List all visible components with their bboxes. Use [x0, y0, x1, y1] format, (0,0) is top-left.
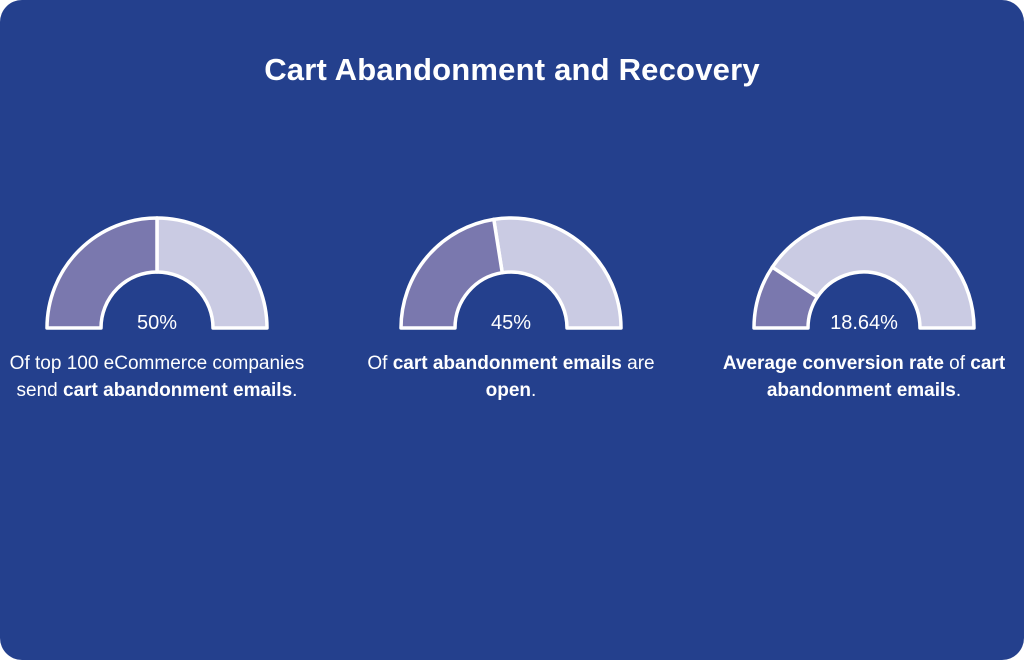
gauge-remaining-segment — [492, 216, 623, 330]
gauge-value-label-3: 18.64% — [830, 312, 898, 334]
caption-text: . — [292, 380, 298, 401]
caption-text: open — [485, 380, 532, 401]
gauge-remaining-segment — [155, 216, 269, 330]
gauge-caption-1: Of top 100 eCommerce companies send cart… — [7, 350, 307, 404]
gauge-chart-1 — [37, 210, 277, 340]
gauge-value-label-1: 50% — [136, 312, 178, 334]
gauge-remaining-segment — [770, 216, 976, 330]
gauge-filled-segment — [399, 217, 504, 330]
gauge-value-label-2: 45% — [490, 312, 532, 334]
gauge-svg-3 — [752, 216, 976, 330]
gauge-filled-segment — [45, 216, 159, 330]
gauge-svg-2 — [399, 216, 623, 330]
caption-text: Of top 100 eCommerce companies send — [9, 353, 305, 401]
caption-text: cart abandonment emails — [392, 353, 622, 374]
caption-text: Of — [367, 353, 393, 374]
caption-text: of — [943, 353, 971, 374]
caption-text: . — [531, 380, 537, 401]
page-title: Cart Abandonment and Recovery — [264, 52, 760, 87]
caption-text: . — [955, 380, 962, 401]
gauge-filled-segment — [752, 265, 820, 330]
caption-text: cart abandonment emails — [766, 353, 1006, 401]
caption-text: are — [621, 353, 655, 374]
gauge-caption-2: Of cart abandonment emails are open. — [361, 350, 661, 404]
gauge-chart-2 — [391, 210, 631, 340]
gauge-caption-3: Average conversion rate of cart abandonm… — [714, 350, 1014, 404]
gauge-chart-3 — [744, 210, 984, 340]
caption-text: Average conversion rate — [722, 353, 944, 374]
gauge-svg-1 — [45, 216, 269, 330]
caption-text: cart abandonment emails — [63, 380, 293, 401]
